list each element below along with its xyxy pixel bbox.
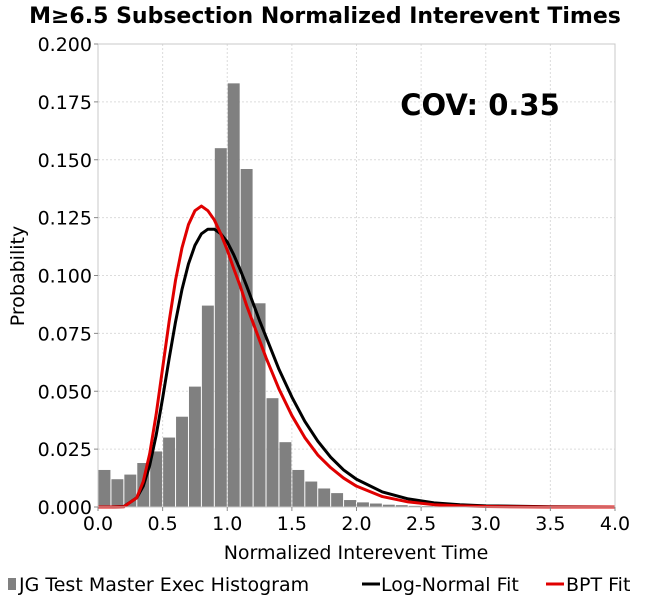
histogram-bar (266, 398, 279, 507)
x-tick-label: 0.0 (83, 513, 113, 535)
y-tick-label: 0.050 (38, 381, 92, 403)
histogram-bar (253, 303, 266, 507)
x-tick-label: 2.0 (341, 513, 371, 535)
histogram-bar (163, 437, 176, 507)
histogram-bar (124, 474, 137, 507)
x-tick-label: 2.5 (406, 513, 436, 535)
y-axis-ticks: 0.000 0.025 0.050 0.075 0.100 0.125 0.150 0.175… (38, 34, 98, 519)
legend: JG Test Master Exec Histogram Log-Normal… (8, 574, 630, 596)
legend-swatch-histogram (8, 578, 16, 590)
y-tick-label: 0.200 (38, 34, 92, 56)
lognormal-fit-line (98, 227, 616, 509)
legend-label-histogram: JG Test Master Exec Histogram (18, 574, 309, 596)
y-tick-label: 0.075 (38, 323, 92, 345)
fit-lines (98, 204, 616, 509)
x-tick-label: 1.0 (212, 513, 242, 535)
histogram-bar (150, 451, 163, 507)
y-tick-label: 0.025 (38, 439, 92, 461)
histogram-bar (408, 505, 421, 507)
x-tick-label: 1.5 (277, 513, 307, 535)
histogram-bar (188, 386, 201, 507)
histogram-bar (176, 416, 188, 507)
histogram-bars (98, 83, 537, 508)
chart-title: M≥6.5 Subsection Normalized Interevent T… (29, 4, 621, 29)
legend-label-bpt: BPT Fit (566, 574, 630, 596)
histogram-bar (395, 505, 408, 507)
histogram-bar (201, 305, 214, 507)
bpt-fit-line (98, 204, 615, 509)
histogram-bar (344, 500, 356, 507)
histogram-bar (292, 469, 305, 507)
legend-label-lognormal: Log-Normal Fit (381, 574, 519, 596)
y-tick-label: 0.150 (38, 150, 92, 172)
histogram-bar (382, 504, 395, 507)
y-tick-label: 0.100 (38, 266, 92, 288)
histogram-bar (214, 148, 227, 508)
histogram-bar (357, 502, 369, 507)
histogram-bar (227, 83, 240, 507)
x-tick-label: 3.5 (535, 513, 565, 535)
y-tick-label: 0.175 (38, 92, 92, 114)
x-tick-label: 3.0 (471, 513, 501, 535)
histogram-bar (240, 169, 253, 507)
histogram-bar (331, 493, 344, 507)
x-axis-ticks: 0.0 0.5 1.0 1.5 2.0 2.5 3.0 3.5 4.0 (83, 507, 630, 535)
x-tick-label: 0.5 (148, 513, 178, 535)
histogram-bar (111, 479, 124, 507)
y-axis-label: Probability (7, 226, 29, 326)
histogram-bar (98, 469, 111, 507)
histogram-bar (369, 503, 382, 507)
histogram-bar (305, 481, 318, 507)
histogram-bar (279, 442, 292, 507)
cov-annotation: COV: 0.35 (400, 88, 560, 122)
y-tick-label: 0.125 (38, 208, 92, 230)
x-axis-label: Normalized Interevent Time (224, 542, 489, 564)
x-tick-label: 4.0 (600, 513, 630, 535)
histogram-bar (318, 488, 331, 507)
y-tick-label: 0.000 (38, 497, 92, 519)
